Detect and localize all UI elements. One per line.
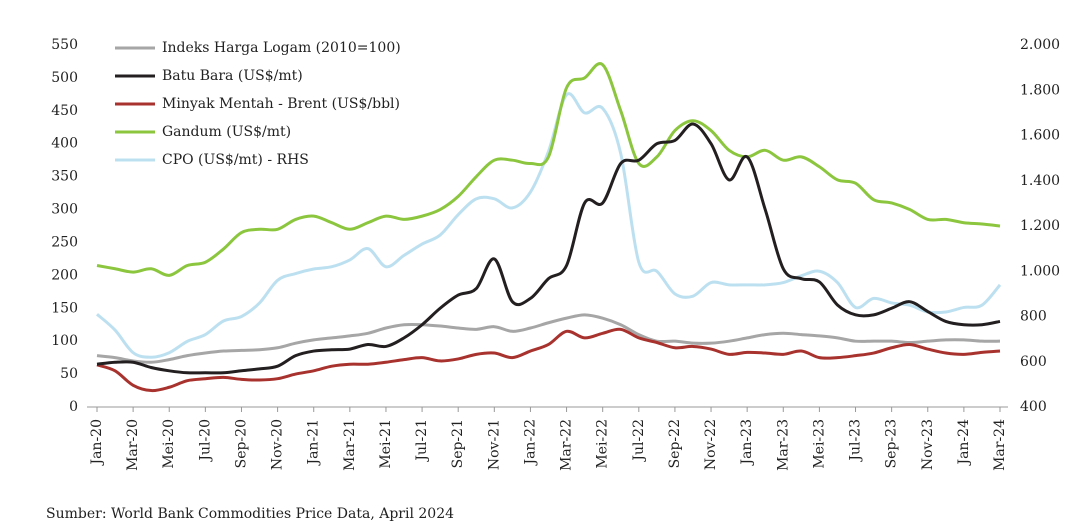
x-tick-label: Jul-21 <box>414 419 430 463</box>
x-tick-label: Nov-21 <box>486 419 502 470</box>
y-tick-label: 400 <box>51 136 78 152</box>
series-line <box>96 92 1002 359</box>
y-tick-label: 150 <box>51 300 78 316</box>
x-tick-label: Jan-21 <box>306 419 322 467</box>
y-tick-label: 550 <box>51 37 78 53</box>
series-line <box>96 62 1001 277</box>
y-tick-label: 250 <box>51 234 78 250</box>
y-tick-label: 50 <box>60 366 78 382</box>
y2-tick-label: 1.400 <box>1020 173 1060 189</box>
x-tick-label: Sep-21 <box>450 419 466 468</box>
y2-tick-label: 1.600 <box>1020 128 1060 144</box>
x-tick-label: Nov-20 <box>270 419 286 470</box>
x-tick-label: Mar-23 <box>775 419 791 471</box>
x-tick-label: Jan-24 <box>956 419 972 467</box>
y2-tick-label: 1.800 <box>1020 82 1060 98</box>
x-tick-label: Mei-22 <box>595 419 611 469</box>
x-tick-label: Jan-23 <box>739 419 755 467</box>
x-tick-label: Nov-23 <box>920 419 936 470</box>
x-tick-label: Jul-22 <box>631 419 647 463</box>
x-tick-label: Jan-22 <box>522 419 538 467</box>
y2-tick-label: 1.200 <box>1020 218 1060 234</box>
y-tick-label: 450 <box>51 103 78 119</box>
legend-label: Gandum (US$/mt) <box>162 124 291 140</box>
y-tick-label: 200 <box>51 267 78 283</box>
series-line <box>96 327 1001 393</box>
x-tick-label: Mar-21 <box>342 419 358 471</box>
y2-tick-label: 400 <box>1020 399 1047 415</box>
y2-tick-label: 600 <box>1020 354 1047 370</box>
x-tick-label: Mei-20 <box>161 419 177 469</box>
y2-tick-label: 2.000 <box>1020 37 1060 53</box>
x-tick-label: Mar-20 <box>125 419 141 471</box>
series-line <box>96 313 1001 364</box>
legend-label: Minyak Mentah - Brent (US$/bbl) <box>162 96 400 112</box>
y-tick-label: 0 <box>69 399 78 415</box>
x-tick-label: Jan-20 <box>89 419 105 467</box>
legend-label: Batu Bara (US$/mt) <box>162 68 303 84</box>
y-tick-label: 300 <box>51 202 78 218</box>
y2-tick-label: 800 <box>1020 309 1047 325</box>
x-tick-label: Sep-23 <box>884 419 900 468</box>
y-tick-label: 350 <box>51 169 78 185</box>
x-tick-label: Mar-24 <box>992 419 1008 471</box>
y2-tick-label: 1.000 <box>1020 263 1060 279</box>
x-tick-label: Nov-22 <box>703 419 719 470</box>
x-tick-label: Mar-22 <box>559 419 575 471</box>
x-tick-label: Mei-21 <box>378 419 394 469</box>
x-tick-label: Jul-23 <box>848 419 864 463</box>
source: Sumber: World Bank Commodities Price Dat… <box>46 506 454 522</box>
x-tick-label: Jul-20 <box>197 419 213 463</box>
x-tick-label: Sep-22 <box>667 419 683 468</box>
x-tick-label: Sep-20 <box>233 419 249 468</box>
series-line <box>96 122 1001 375</box>
legend-label: CPO (US$/mt) - RHS <box>162 152 309 168</box>
y-tick-label: 100 <box>51 333 78 349</box>
legend-label: Indeks Harga Logam (2010=100) <box>162 40 401 56</box>
y-tick-label: 500 <box>51 70 78 86</box>
x-tick-label: Mei-23 <box>811 419 827 469</box>
